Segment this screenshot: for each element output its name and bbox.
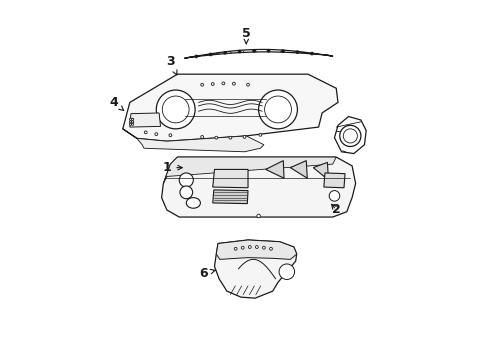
Polygon shape xyxy=(161,157,355,217)
Text: 3: 3 xyxy=(166,55,177,75)
Polygon shape xyxy=(184,49,332,58)
Circle shape xyxy=(194,55,197,58)
Circle shape xyxy=(129,121,131,123)
Circle shape xyxy=(131,123,133,125)
Polygon shape xyxy=(122,129,264,152)
Circle shape xyxy=(144,131,147,134)
Circle shape xyxy=(238,50,241,53)
Circle shape xyxy=(269,247,272,250)
Polygon shape xyxy=(163,157,336,184)
Circle shape xyxy=(131,121,133,123)
Circle shape xyxy=(259,134,261,136)
Circle shape xyxy=(258,90,297,129)
Circle shape xyxy=(246,83,249,86)
Circle shape xyxy=(281,50,284,53)
Circle shape xyxy=(252,49,255,52)
Circle shape xyxy=(201,136,203,138)
Circle shape xyxy=(162,96,189,123)
Circle shape xyxy=(310,52,313,55)
Circle shape xyxy=(255,246,258,248)
Circle shape xyxy=(241,246,244,249)
Circle shape xyxy=(228,136,231,139)
Text: 5: 5 xyxy=(242,27,250,44)
Circle shape xyxy=(129,118,131,120)
Circle shape xyxy=(214,136,217,139)
Ellipse shape xyxy=(186,198,200,208)
Circle shape xyxy=(339,125,360,147)
Text: 1: 1 xyxy=(162,161,182,174)
Circle shape xyxy=(209,53,212,56)
Circle shape xyxy=(224,51,226,54)
Text: 4: 4 xyxy=(109,96,123,111)
Circle shape xyxy=(211,83,214,85)
Circle shape xyxy=(129,123,131,125)
Polygon shape xyxy=(216,240,296,259)
Circle shape xyxy=(232,82,235,85)
Circle shape xyxy=(155,133,158,136)
Circle shape xyxy=(243,136,245,138)
Circle shape xyxy=(180,186,192,199)
Polygon shape xyxy=(323,173,345,188)
Polygon shape xyxy=(122,74,337,141)
Text: 2: 2 xyxy=(331,203,340,216)
Circle shape xyxy=(179,173,193,187)
Polygon shape xyxy=(212,170,247,188)
Polygon shape xyxy=(130,113,160,127)
Polygon shape xyxy=(265,161,284,178)
Polygon shape xyxy=(313,162,328,180)
Polygon shape xyxy=(214,240,296,298)
Polygon shape xyxy=(290,161,306,178)
Circle shape xyxy=(343,129,357,143)
Circle shape xyxy=(156,90,195,129)
Circle shape xyxy=(222,82,224,85)
Circle shape xyxy=(328,190,339,201)
Text: 6: 6 xyxy=(199,267,215,280)
Polygon shape xyxy=(334,117,366,154)
Circle shape xyxy=(169,134,171,136)
Circle shape xyxy=(264,96,291,123)
Circle shape xyxy=(295,51,298,54)
Circle shape xyxy=(131,118,133,120)
Circle shape xyxy=(248,246,251,248)
Circle shape xyxy=(201,83,203,86)
Polygon shape xyxy=(212,190,247,204)
Circle shape xyxy=(256,214,260,218)
Circle shape xyxy=(234,247,237,250)
Circle shape xyxy=(279,264,294,279)
Circle shape xyxy=(262,246,265,249)
Circle shape xyxy=(266,49,269,52)
